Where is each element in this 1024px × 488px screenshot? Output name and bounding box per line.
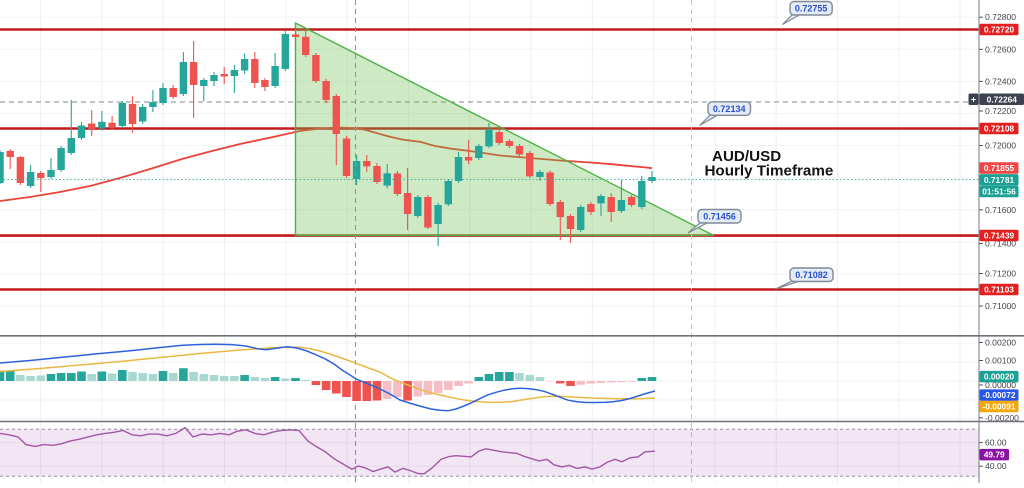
svg-text:+: + xyxy=(971,95,976,105)
svg-text:0.71103: 0.71103 xyxy=(984,285,1014,295)
svg-text:0.71781: 0.71781 xyxy=(984,175,1015,185)
svg-text:49.79: 49.79 xyxy=(984,450,1005,460)
svg-text:0.72264: 0.72264 xyxy=(987,94,1018,104)
svg-text:0.72108: 0.72108 xyxy=(984,124,1015,134)
svg-text:0.00020: 0.00020 xyxy=(984,372,1015,382)
svg-text:0.72755: 0.72755 xyxy=(795,3,828,13)
svg-text:Hourly Timeframe: Hourly Timeframe xyxy=(704,163,833,180)
svg-text:0.71200: 0.71200 xyxy=(985,269,1016,279)
svg-text:0.72800: 0.72800 xyxy=(985,12,1016,22)
svg-text:0.72200: 0.72200 xyxy=(985,106,1016,116)
svg-text:0.71456: 0.71456 xyxy=(703,211,736,221)
svg-text:60.00: 60.00 xyxy=(985,438,1007,448)
svg-text:0.00200: 0.00200 xyxy=(985,338,1016,348)
svg-text:0.72400: 0.72400 xyxy=(985,76,1016,86)
svg-text:01:51:56: 01:51:56 xyxy=(982,186,1016,196)
svg-text:0.00100: 0.00100 xyxy=(985,356,1016,366)
svg-text:-0.00091: -0.00091 xyxy=(982,402,1015,412)
svg-text:0.71600: 0.71600 xyxy=(985,205,1016,215)
svg-text:0.72000: 0.72000 xyxy=(985,141,1016,151)
svg-text:0.72720: 0.72720 xyxy=(984,25,1015,35)
svg-text:0.71082: 0.71082 xyxy=(795,270,828,280)
svg-text:0.71439: 0.71439 xyxy=(984,231,1015,241)
svg-text:40.00: 40.00 xyxy=(985,461,1007,471)
svg-text:0.71855: 0.71855 xyxy=(984,163,1015,173)
svg-text:0.71000: 0.71000 xyxy=(985,301,1016,311)
svg-text:0.72600: 0.72600 xyxy=(985,44,1016,54)
svg-text:0.72134: 0.72134 xyxy=(713,104,746,114)
svg-text:-0.00072: -0.00072 xyxy=(982,390,1015,400)
